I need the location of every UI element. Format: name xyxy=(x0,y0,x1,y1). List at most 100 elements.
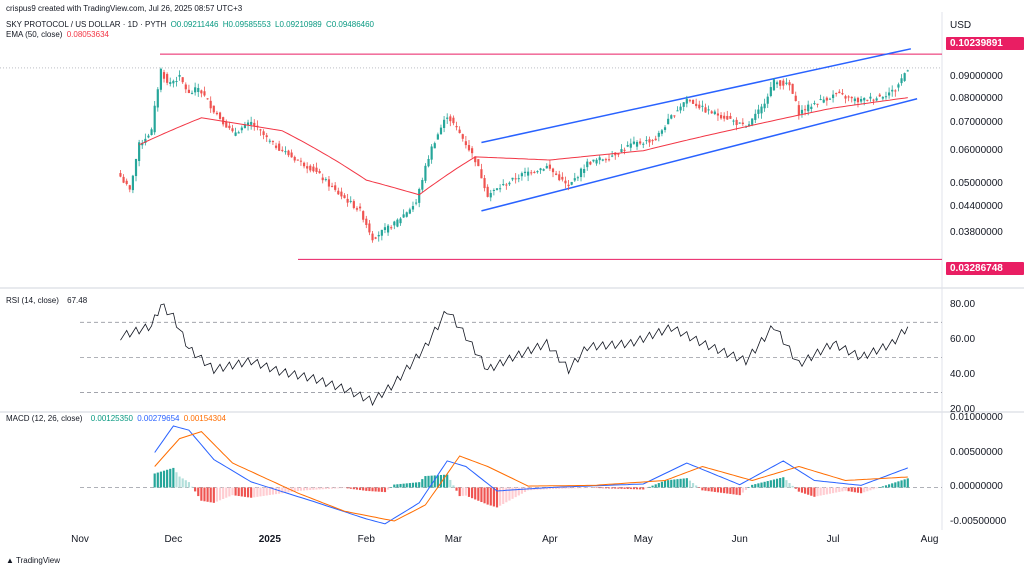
rsi-tick-label: 60.00 xyxy=(950,333,976,345)
macd-histogram-bar xyxy=(673,479,676,488)
candle-body xyxy=(383,227,387,230)
macd-histogram-bar xyxy=(551,487,555,490)
candle-body xyxy=(299,160,303,162)
candle-body xyxy=(704,107,707,113)
candle-body xyxy=(642,143,645,145)
candle-body xyxy=(374,237,377,239)
candle-body xyxy=(334,185,337,190)
macd-histogram-bar xyxy=(402,483,405,488)
lower-level-badge: 0.03286748 xyxy=(946,262,1024,275)
macd-histogram-bar xyxy=(891,483,894,488)
macd-histogram-bar xyxy=(492,487,495,507)
candle-body xyxy=(884,96,888,98)
candle-body xyxy=(763,103,766,109)
candle-body xyxy=(847,96,850,98)
candle-body xyxy=(471,148,474,154)
macd-histogram-bar xyxy=(461,487,464,496)
candle-body xyxy=(667,118,670,125)
candle-body xyxy=(340,191,343,197)
candle-body xyxy=(492,189,495,191)
candle-body xyxy=(860,98,863,102)
macd-histogram-bar xyxy=(480,487,483,503)
candle-body xyxy=(710,111,713,114)
candle-body xyxy=(530,172,533,174)
macd-histogram-bar xyxy=(667,480,670,488)
candle-body xyxy=(380,229,383,236)
macd-tick-label: 0.00500000 xyxy=(950,446,1003,458)
macd-histogram-bar xyxy=(704,487,707,491)
candle-body xyxy=(828,98,832,100)
macd-histogram-bar xyxy=(225,487,228,498)
macd-histogram-bar xyxy=(878,487,881,488)
macd-histogram-bar xyxy=(657,483,660,488)
candle-body xyxy=(396,219,399,227)
macd-histogram-bar xyxy=(194,487,197,492)
macd-histogram-bar xyxy=(315,487,318,490)
candle-body xyxy=(343,195,346,199)
candle-body xyxy=(265,135,268,138)
time-axis-label: Apr xyxy=(542,534,558,545)
candle-body xyxy=(134,159,138,177)
macd-histogram-bar xyxy=(458,487,461,497)
candle-body xyxy=(368,223,371,233)
macd-histogram-bar xyxy=(505,487,508,503)
candle-body xyxy=(390,227,393,229)
candle-body xyxy=(551,168,555,173)
price-tick-label: 0.06000000 xyxy=(950,144,1003,156)
candle-body xyxy=(147,135,150,138)
macd-histogram-bar xyxy=(156,472,159,488)
candle-body xyxy=(446,117,449,119)
candle-body xyxy=(564,180,567,184)
macd-histogram-bar xyxy=(816,487,819,497)
candle-body xyxy=(816,103,819,105)
candle-body xyxy=(785,82,788,84)
rsi-tick-label: 80.00 xyxy=(950,298,976,310)
macd-histogram-bar xyxy=(368,487,371,492)
macd-histogram-bar xyxy=(287,487,290,493)
macd-histogram-bar xyxy=(875,487,878,489)
candle-body xyxy=(841,93,844,95)
macd-legend[interactable]: MACD (12, 26, close) 0.00125350 0.002796… xyxy=(6,414,226,423)
macd-histogram-bar xyxy=(632,487,636,490)
macd-histogram-bar xyxy=(299,487,303,491)
candle-body xyxy=(321,177,324,181)
candle-body xyxy=(402,214,405,218)
macd-histogram-bar xyxy=(729,487,732,494)
tradingview-logo[interactable]: ▲ TradingView xyxy=(6,556,60,565)
macd-histogram-bar xyxy=(614,487,617,489)
candle-body xyxy=(903,73,906,81)
candle-body xyxy=(863,97,866,101)
candle-body xyxy=(626,145,629,147)
candle-body xyxy=(181,77,184,83)
candle-body xyxy=(794,95,797,101)
candle-body xyxy=(166,74,169,83)
ema-legend[interactable]: EMA (50, close) 0.08053634 xyxy=(6,30,109,39)
macd-histogram-bar xyxy=(863,487,866,493)
candle-body xyxy=(598,157,601,161)
macd-histogram-bar xyxy=(327,487,331,489)
channel-upper-line xyxy=(481,48,912,144)
candle-body xyxy=(747,124,751,127)
candle-body xyxy=(592,159,595,162)
macd-histogram-bar xyxy=(433,475,436,488)
rsi-legend[interactable]: RSI (14, close) 67.48 xyxy=(6,296,87,305)
upper-level-badge: 0.10239891 xyxy=(946,37,1024,50)
candle-body xyxy=(458,129,461,134)
macd-histogram-bar xyxy=(617,487,620,489)
macd-histogram-bar xyxy=(318,487,321,490)
candle-body xyxy=(604,159,608,161)
candle-body xyxy=(452,117,455,124)
macd-histogram-bar xyxy=(399,483,402,488)
candle-body xyxy=(691,100,695,104)
candle-body xyxy=(807,104,810,112)
macd-histogram-bar xyxy=(626,487,629,489)
rsi-label: RSI (14, close) xyxy=(6,296,59,305)
candle-body xyxy=(539,168,542,171)
candle-body xyxy=(290,152,293,158)
candle-body xyxy=(371,233,374,241)
macd-histogram-bar xyxy=(262,487,265,496)
candle-body xyxy=(719,115,723,119)
candle-body xyxy=(215,112,219,115)
candle-body xyxy=(654,138,657,141)
